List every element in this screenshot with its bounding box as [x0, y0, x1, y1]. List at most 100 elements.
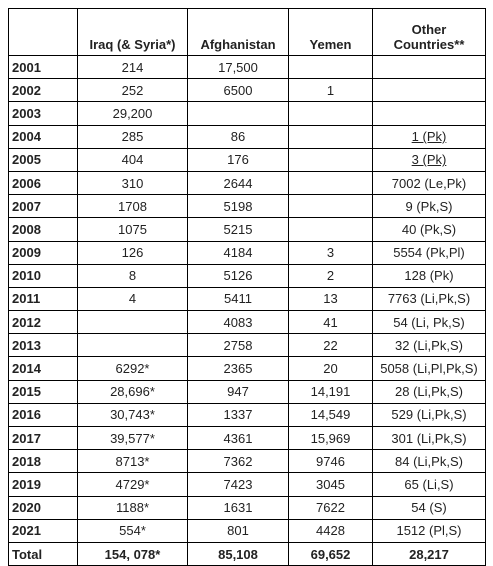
other-cell: 54 (S) — [372, 495, 486, 520]
table-row: 2017 39,577* 4361 15,969 301 (Li,Pk,S) — [8, 425, 486, 451]
iraq-cell: 1075 — [77, 217, 188, 242]
iraq-cell: 28,696* — [77, 379, 188, 404]
table-row: 2012 4083 41 54 (Li, Pk,S) — [8, 310, 486, 335]
yemen-cell: 15,969 — [288, 425, 373, 451]
iraq-cell: 8 — [77, 263, 188, 288]
iraq-cell: 39,577* — [77, 425, 188, 451]
afghanistan-cell: 2644 — [187, 170, 289, 196]
afghanistan-cell: 4184 — [187, 240, 289, 265]
header-row: Iraq (& Syria*) Afghanistan Yemen Other … — [8, 8, 486, 56]
total-afghanistan-cell: 85,108 — [187, 541, 289, 566]
yemen-cell — [288, 147, 373, 172]
afghanistan-cell: 5411 — [187, 286, 289, 312]
iraq-cell: 404 — [77, 147, 188, 172]
iraq-cell: 214 — [77, 54, 188, 80]
other-cell: 1 (Pk) — [372, 124, 486, 149]
afghanistan-cell: 1631 — [187, 495, 289, 520]
other-cell: 40 (Pk,S) — [372, 217, 486, 242]
yemen-cell — [288, 194, 373, 219]
yemen-cell: 13 — [288, 286, 373, 312]
afghanistan-cell: 801 — [187, 518, 289, 543]
other-countries-link[interactable]: 3 (Pk) — [411, 152, 447, 168]
afghanistan-cell: 7423 — [187, 472, 289, 497]
table-row: 2015 28,696* 947 14,191 28 (Li,Pk,S) — [8, 379, 486, 404]
header-afghanistan: Afghanistan — [187, 8, 289, 56]
afghanistan-cell: 6500 — [187, 78, 289, 103]
afghanistan-cell: 947 — [187, 379, 289, 404]
table-container: Iraq (& Syria*) Afghanistan Yemen Other … — [8, 8, 486, 566]
year-cell: 2020 — [8, 495, 78, 520]
afghanistan-cell: 5198 — [187, 194, 289, 219]
casualty-table: Iraq (& Syria*) Afghanistan Yemen Other … — [8, 8, 486, 566]
table-row: 2002 252 6500 1 — [8, 78, 486, 103]
yemen-cell — [288, 170, 373, 196]
other-cell: 7763 (Li,Pk,S) — [372, 286, 486, 312]
iraq-cell: 4 — [77, 286, 188, 312]
other-cell: 7002 (Le,Pk) — [372, 170, 486, 196]
yemen-cell — [288, 54, 373, 80]
yemen-cell — [288, 217, 373, 242]
header-other-countries: Other Countries** — [372, 8, 486, 56]
table-row: 2008 1075 5215 40 (Pk,S) — [8, 217, 486, 242]
table-row: 2019 4729* 7423 3045 65 (Li,S) — [8, 472, 486, 497]
year-cell: 2004 — [8, 124, 78, 149]
year-cell: 2014 — [8, 356, 78, 381]
table-body: 2001 214 17,500 2002 252 6500 1 2003 29,200 2004 2… — [8, 54, 486, 566]
afghanistan-cell: 2758 — [187, 333, 289, 358]
table-row: 2005 404 176 3 (Pk) — [8, 147, 486, 172]
table-row: 2004 285 86 1 (Pk) — [8, 124, 486, 149]
other-cell: 65 (Li,S) — [372, 472, 486, 497]
iraq-cell: 285 — [77, 124, 188, 149]
year-cell: 2018 — [8, 449, 78, 474]
total-other-cell: 28,217 — [372, 541, 486, 566]
year-cell: 2011 — [8, 286, 78, 312]
year-cell: 2001 — [8, 54, 78, 80]
yemen-cell: 3 — [288, 240, 373, 265]
iraq-cell: 554* — [77, 518, 188, 543]
total-label: Total — [8, 541, 78, 566]
iraq-cell — [77, 310, 188, 335]
afghanistan-cell: 5215 — [187, 217, 289, 242]
other-cell: 84 (Li,Pk,S) — [372, 449, 486, 474]
yemen-cell: 22 — [288, 333, 373, 358]
year-cell: 2017 — [8, 425, 78, 451]
iraq-cell — [77, 333, 188, 358]
yemen-cell: 41 — [288, 310, 373, 335]
year-cell: 2021 — [8, 518, 78, 543]
header-yemen: Yemen — [288, 8, 373, 56]
total-row: Total 154, 078* 85,108 69,652 28,217 — [8, 541, 486, 566]
iraq-cell: 1188* — [77, 495, 188, 520]
yemen-cell: 20 — [288, 356, 373, 381]
iraq-cell: 126 — [77, 240, 188, 265]
year-cell: 2002 — [8, 78, 78, 103]
other-cell: 54 (Li, Pk,S) — [372, 310, 486, 335]
other-cell: 9 (Pk,S) — [372, 194, 486, 219]
table-row: 2009 126 4184 3 5554 (Pk,Pl) — [8, 240, 486, 265]
header-iraq: Iraq (& Syria*) — [77, 8, 188, 56]
year-cell: 2007 — [8, 194, 78, 219]
year-cell: 2005 — [8, 147, 78, 172]
table-row: 2021 554* 801 4428 1512 (Pl,S) — [8, 518, 486, 543]
afghanistan-cell: 4083 — [187, 310, 289, 335]
table-row: 2006 310 2644 7002 (Le,Pk) — [8, 170, 486, 196]
afghanistan-cell: 7362 — [187, 449, 289, 474]
afghanistan-cell: 2365 — [187, 356, 289, 381]
other-cell: 5554 (Pk,Pl) — [372, 240, 486, 265]
yemen-cell — [288, 124, 373, 149]
iraq-cell: 8713* — [77, 449, 188, 474]
yemen-cell: 14,549 — [288, 402, 373, 428]
other-countries-link[interactable]: 1 (Pk) — [411, 129, 447, 145]
afghanistan-cell: 17,500 — [187, 54, 289, 80]
other-cell: 529 (Li,Pk,S) — [372, 402, 486, 428]
year-cell: 2013 — [8, 333, 78, 358]
iraq-cell: 310 — [77, 170, 188, 196]
year-cell: 2019 — [8, 472, 78, 497]
afghanistan-cell: 86 — [187, 124, 289, 149]
year-cell: 2006 — [8, 170, 78, 196]
yemen-cell — [288, 101, 373, 126]
other-cell — [372, 54, 486, 80]
yemen-cell: 4428 — [288, 518, 373, 543]
table-row: 2016 30,743* 1337 14,549 529 (Li,Pk,S) — [8, 402, 486, 428]
table-row: 2013 2758 22 32 (Li,Pk,S) — [8, 333, 486, 358]
yemen-cell: 9746 — [288, 449, 373, 474]
